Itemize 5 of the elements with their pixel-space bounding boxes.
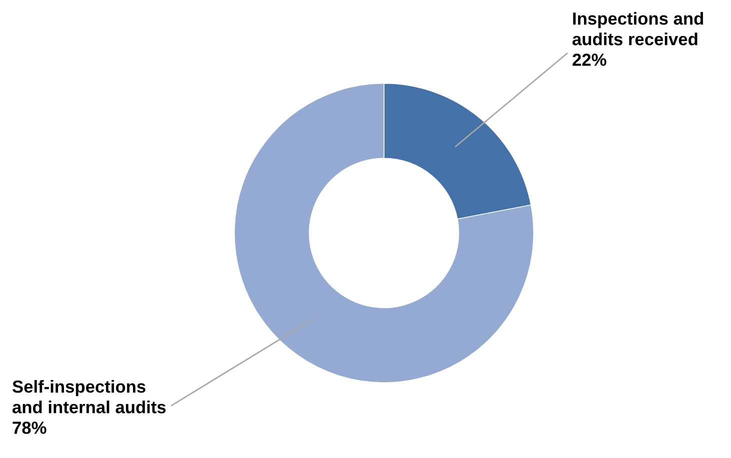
donut-slice	[234, 83, 534, 383]
slice-label: Self-inspections and internal audits	[12, 380, 166, 414]
data-label: 22%	[572, 54, 606, 66]
slice-label: Inspections and audits received	[572, 12, 704, 46]
data-label: 78%	[12, 422, 46, 434]
